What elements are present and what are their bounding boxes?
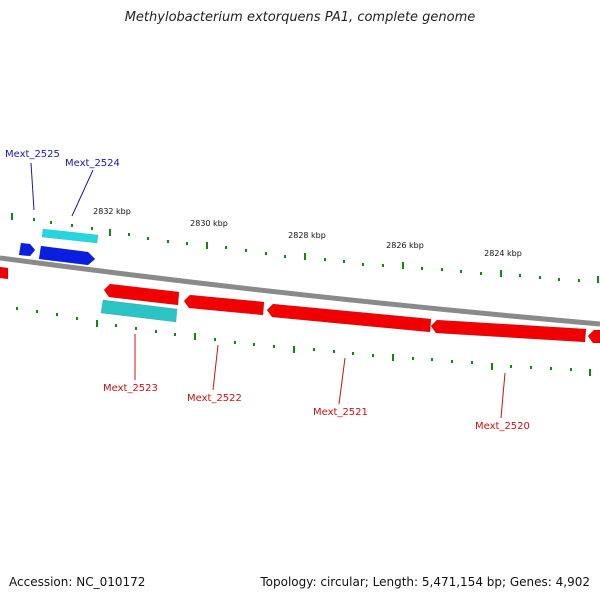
gene-label-leader	[30, 162, 35, 211]
gene-label-leader	[71, 169, 94, 217]
gene-arrow[interactable]	[183, 294, 265, 316]
scale-labels: 2832 kbp 2830 kbp 2828 kbp 2826 kbp 2824 kbp	[93, 207, 522, 258]
gene-arrow[interactable]	[103, 283, 180, 306]
gene-arrow[interactable]	[430, 319, 587, 343]
scale-label: 2832 kbp	[93, 207, 131, 216]
gene-label[interactable]: Mext_2525	[5, 149, 60, 160]
scale-label: 2826 kbp	[386, 241, 424, 250]
genome-backbone	[0, 255, 600, 327]
gene-arrow[interactable]	[587, 329, 600, 344]
genome-title: Methylobacterium extorquens PA1, complet…	[124, 10, 476, 25]
gene-label[interactable]: Mext_2521	[313, 407, 368, 418]
scale-label: 2830 kbp	[190, 219, 228, 228]
gene-label[interactable]: Mext_2520	[475, 421, 530, 432]
scale-label: 2828 kbp	[288, 231, 326, 240]
scale-ticks-top	[11, 213, 599, 283]
gene-label[interactable]: Mext_2522	[187, 393, 242, 404]
scale-ticks-bottom	[16, 307, 591, 376]
gene-label[interactable]: Mext_2524	[65, 158, 120, 169]
gene-arrow[interactable]	[38, 245, 96, 266]
gene-features	[0, 228, 600, 344]
gene-arrow[interactable]	[0, 266, 9, 280]
gene-arrow[interactable]	[18, 242, 36, 257]
gene-labels: Mext_2525 Mext_2524 Mext_2523 Mext_2522 Mext…	[5, 149, 530, 432]
gene-label[interactable]: Mext_2523	[103, 383, 158, 394]
scale-label: 2824 kbp	[484, 249, 522, 258]
gene-label-leader	[338, 357, 346, 405]
feature-arrow[interactable]	[41, 228, 99, 244]
topology-text: Topology: circular; Length: 5,471,154 bp…	[260, 575, 590, 589]
gene-label-leader	[500, 372, 506, 419]
accession-text: Accession: NC_010172	[9, 575, 146, 589]
gene-label-leader	[212, 344, 219, 391]
feature-arrow[interactable]	[100, 299, 178, 323]
gene-arrow[interactable]	[266, 303, 432, 333]
